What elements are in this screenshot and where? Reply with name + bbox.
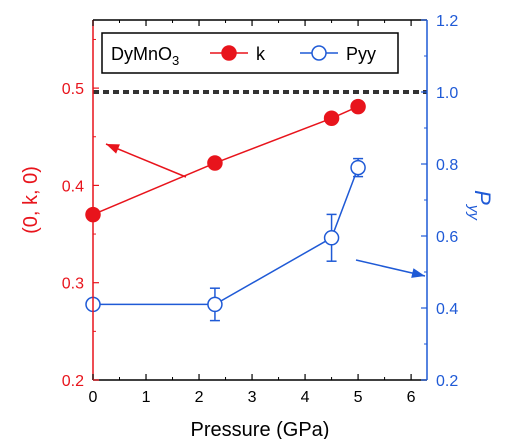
left-series-pointer: [105, 143, 187, 178]
x-tick-label: 1: [142, 389, 151, 406]
legend: DyMnO3 k Pyy: [101, 32, 399, 74]
right-tick-label: 0.6: [436, 229, 458, 246]
series-layer: [85, 98, 426, 322]
x-tick-label: 4: [301, 389, 310, 406]
left-tick-label: 0.2: [62, 373, 84, 390]
right-tick-label: 1.2: [436, 13, 458, 30]
left-tick-label: 0.3: [62, 276, 84, 293]
legend-title-sub: 3: [172, 53, 179, 68]
legend-box: [101, 32, 399, 74]
x-tick-label: 3: [248, 389, 257, 406]
legend-marker-Pyy: [311, 45, 327, 61]
legend-label-k: k: [256, 44, 266, 64]
right-series-pointer-head: [411, 268, 425, 278]
left-tick-label: 0.5: [62, 81, 84, 98]
data-point-Pyy: [350, 159, 366, 176]
left-series-pointer-head: [106, 144, 120, 154]
legend-label-Pyy: Pyy: [346, 44, 376, 64]
axes-layer: 0 1 2 3 4 5 6 0.2 0.3 0.4 0.5 0.2 0.4 0.6 0.8 1.0 1.2 Pre…: [20, 13, 495, 441]
x-tick-label: 2: [195, 389, 204, 406]
data-point-Pyy: [323, 230, 340, 246]
x-tick-label: 6: [407, 389, 416, 406]
data-point-k: [323, 110, 340, 127]
data-point-k: [350, 98, 366, 115]
series-line-Pyy: [93, 167, 359, 306]
x-axis-label: Pressure (GPa): [191, 419, 330, 439]
legend-marker-k: [221, 45, 237, 61]
data-point-Pyy: [207, 296, 223, 313]
left-tick-label: 0.4: [62, 178, 84, 195]
right-axis-label-sub: yy: [465, 204, 482, 222]
right-tick-label: 0.4: [436, 301, 458, 318]
right-tick-label: 0.8: [436, 157, 458, 174]
right-axis-label: Pyy: [465, 190, 495, 221]
plot-frame: [92, 19, 428, 381]
x-tick-label: 5: [354, 389, 363, 406]
x-tick-label: 0: [89, 389, 98, 406]
series-line-k: [92, 105, 359, 216]
right-tick-label: 0.2: [436, 373, 458, 390]
data-point-k: [207, 155, 223, 171]
left-axis-label: (0, k, 0): [20, 166, 42, 234]
right-tick-label: 1.0: [436, 85, 458, 102]
